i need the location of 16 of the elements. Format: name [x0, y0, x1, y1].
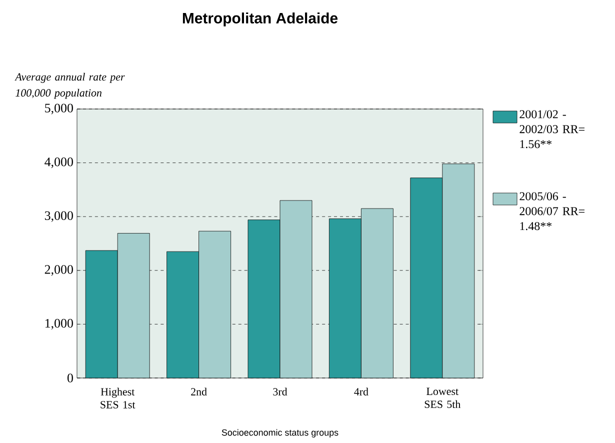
- chart-title: Metropolitan Adelaide: [182, 12, 338, 26]
- y-tick-label: 1,000: [45, 318, 73, 330]
- x-tick-label: Lowest SES 5th: [424, 388, 461, 408]
- y-tick-label: 4,000: [44, 158, 73, 168]
- x-tick-label: 2nd: [191, 388, 207, 396]
- legend-label: 2001/02 - 2002/03 RR= 1.56**: [520, 110, 584, 148]
- y-axis-title: Average annual rate per 100,000 population: [14, 72, 125, 99]
- x-axis-title: Socioeconomic status groups: [222, 429, 338, 438]
- y-tick-label: 5,000: [45, 104, 73, 114]
- y-tick-label: 3,000: [44, 211, 73, 222]
- x-tick-label: 4rd: [354, 388, 368, 396]
- y-tick-label: 2,000: [44, 265, 73, 276]
- legend-label: 2005/06 - 2006/07 RR= 1.48**: [520, 192, 584, 230]
- x-tick-label: Highest SES 1st: [100, 388, 136, 408]
- x-tick-label: 3rd: [273, 388, 288, 396]
- y-tick-label: 0: [68, 374, 73, 382]
